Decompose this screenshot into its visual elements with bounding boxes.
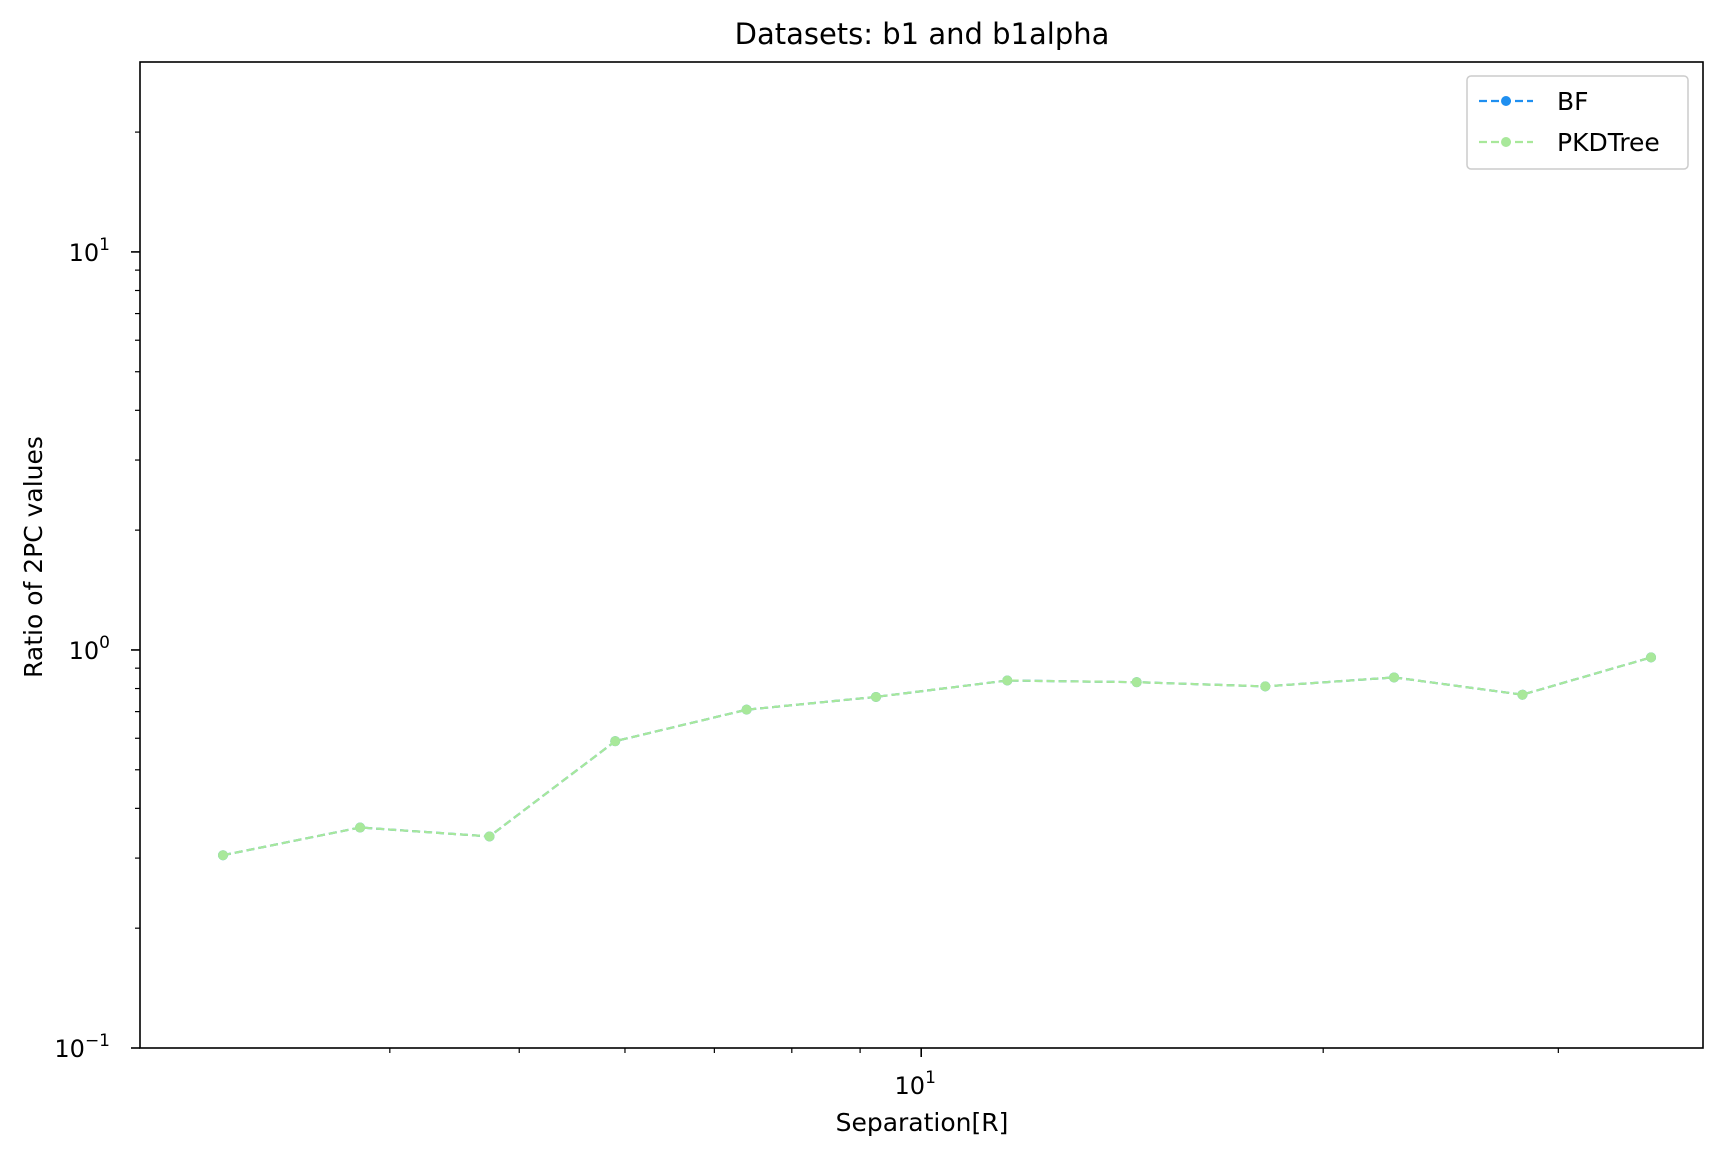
- plot-area-frame: [139, 61, 1704, 1049]
- legend-box: [1466, 75, 1689, 170]
- y-axis-label: Ratio of 2PC values: [19, 436, 48, 678]
- series-point-1: [1646, 652, 1657, 663]
- series-point-1: [355, 822, 366, 833]
- y-tick-label: 100: [69, 633, 110, 665]
- y-tick-label: 10−1: [54, 1031, 110, 1063]
- x-tick-label: 101: [895, 1068, 936, 1100]
- legend-swatch-marker: [1501, 96, 1511, 106]
- series-point-1: [1260, 681, 1271, 692]
- legend-label: PKDTree: [1557, 128, 1660, 157]
- legend: BF PKDTree: [1466, 75, 1689, 170]
- series-point-1: [870, 691, 881, 702]
- series-point-1: [1517, 689, 1528, 700]
- legend-swatch-marker: [1501, 137, 1511, 147]
- series-point-1: [1389, 672, 1400, 683]
- chart-title: Datasets: b1 and b1alpha: [735, 17, 1110, 51]
- series-point-1: [610, 736, 621, 747]
- x-axis-label: Separation[R]: [836, 1108, 1009, 1137]
- series-point-1: [1002, 675, 1013, 686]
- series-line-1: [222, 656, 1652, 857]
- y-tick-label: 101: [69, 235, 110, 267]
- series-point-1: [1131, 677, 1142, 688]
- legend-label: BF: [1557, 87, 1589, 116]
- series-point-1: [484, 831, 495, 842]
- series-point-1: [217, 850, 228, 861]
- plot-series: [217, 652, 1657, 861]
- series-point-1: [741, 704, 752, 715]
- axis-ticks: 101 10−1 100 101: [54, 131, 1559, 1100]
